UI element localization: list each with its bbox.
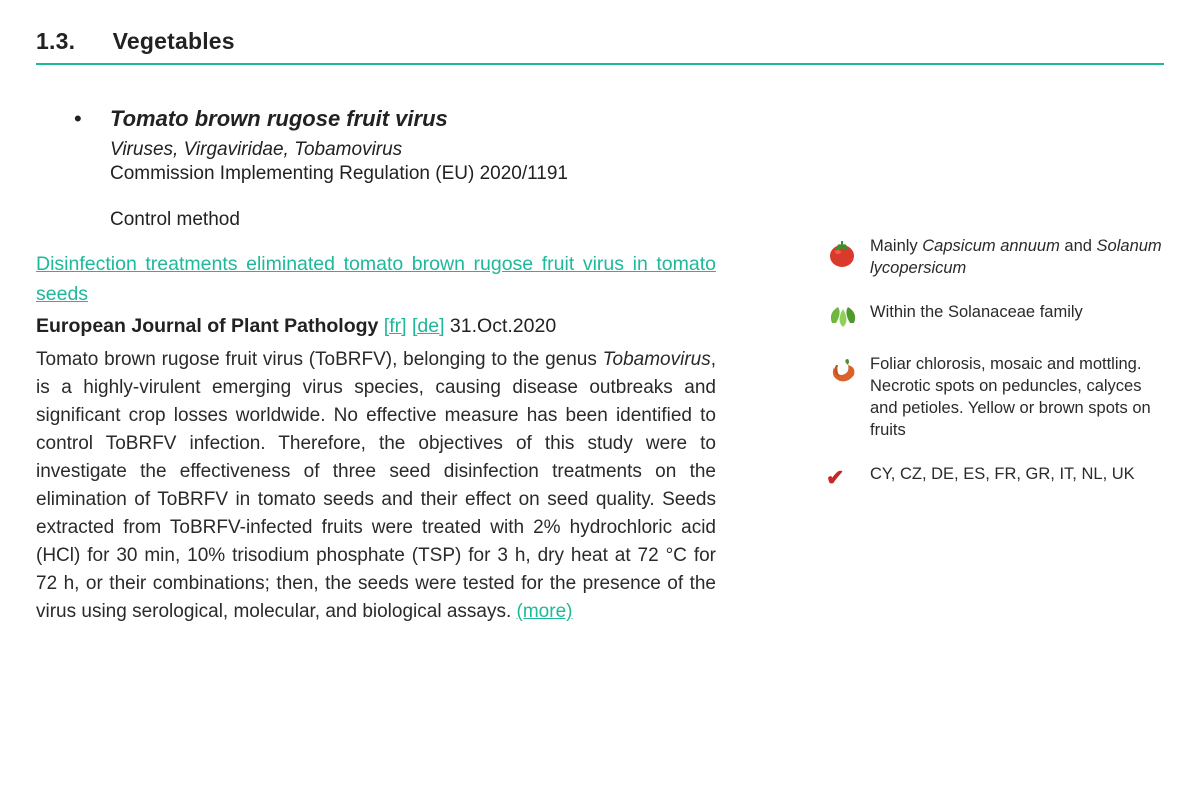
section-heading: 1.3. Vegetables <box>36 28 1164 65</box>
journal-line: European Journal of Plant Pathology [fr]… <box>36 315 716 338</box>
taxonomy-line: Viruses, Virgaviridae, Tobamovirus <box>110 139 568 161</box>
bullet-icon: • <box>74 105 110 231</box>
species-name: Tomato brown rugose fruit virus <box>110 105 568 133</box>
section-title: Vegetables <box>113 28 235 54</box>
symptoms-text: Foliar chlorosis, mosaic and mottling. N… <box>870 353 1164 441</box>
abstract-body: Tomato brown rugose fruit virus (ToBRFV)… <box>36 349 716 622</box>
control-method-label: Control method <box>110 209 568 231</box>
check-icon: ✔ <box>826 463 870 491</box>
more-link[interactable]: (more) <box>517 601 573 622</box>
countries-text: CY, CZ, DE, ES, FR, GR, IT, NL, UK <box>870 463 1135 491</box>
article-title-link[interactable]: Disinfection treatments eliminated tomat… <box>36 249 716 309</box>
abstract-text: Tomato brown rugose fruit virus (ToBRFV)… <box>36 346 716 626</box>
family-text: Within the Solanaceae family <box>870 301 1083 331</box>
host-text: Mainly Capsicum annuum and Solanum lycop… <box>870 235 1164 279</box>
main-column: • Tomato brown rugose fruit virus Viruse… <box>36 105 716 626</box>
pepper-icon <box>826 353 870 441</box>
section-number: 1.3. <box>36 28 106 55</box>
sidebar: Mainly Capsicum annuum and Solanum lycop… <box>716 105 1164 626</box>
regulation-line: Commission Implementing Regulation (EU) … <box>110 163 568 185</box>
article-date: 31.Oct.2020 <box>450 315 556 337</box>
journal-name: European Journal of Plant Pathology <box>36 315 378 337</box>
leaf-icon <box>826 301 870 331</box>
lang-link-fr[interactable]: [fr] <box>384 315 407 337</box>
lang-link-de[interactable]: [de] <box>412 315 445 337</box>
tomato-icon <box>826 235 870 279</box>
